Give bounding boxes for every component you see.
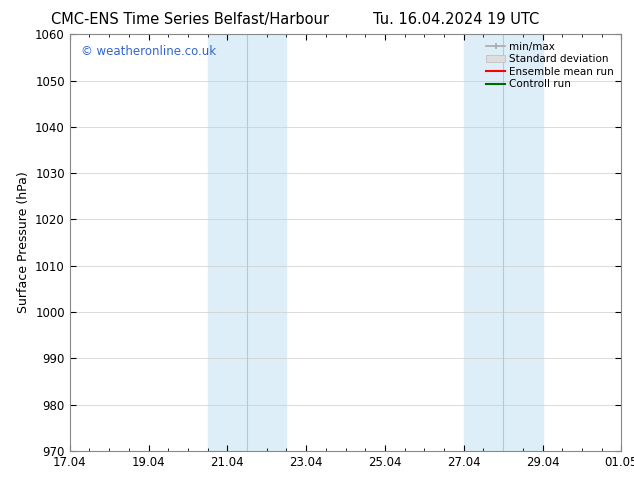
Text: Tu. 16.04.2024 19 UTC: Tu. 16.04.2024 19 UTC bbox=[373, 12, 540, 27]
Text: CMC-ENS Time Series Belfast/Harbour: CMC-ENS Time Series Belfast/Harbour bbox=[51, 12, 329, 27]
Bar bbox=[463, 34, 543, 451]
Bar bbox=[207, 34, 287, 451]
Legend: min/max, Standard deviation, Ensemble mean run, Controll run: min/max, Standard deviation, Ensemble me… bbox=[484, 40, 616, 92]
Y-axis label: Surface Pressure (hPa): Surface Pressure (hPa) bbox=[16, 172, 30, 314]
Text: © weatheronline.co.uk: © weatheronline.co.uk bbox=[81, 45, 216, 58]
